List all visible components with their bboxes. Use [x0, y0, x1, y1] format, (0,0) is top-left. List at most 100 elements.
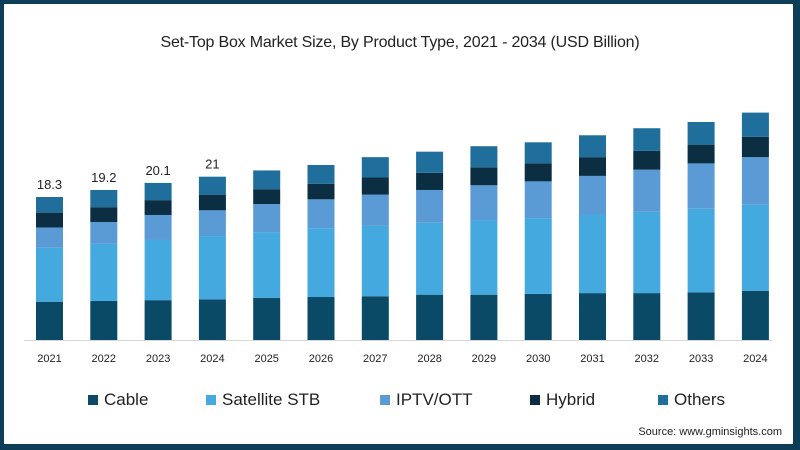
x-tick-label: 2030	[526, 353, 550, 365]
bar-segment-satellite-stb-0	[36, 247, 63, 302]
bar-segment-iptv-ott-0	[36, 227, 63, 248]
bar-segment-satellite-stb-10	[579, 214, 606, 294]
bar-segment-iptv-ott-13	[741, 157, 769, 205]
x-tick-label: 2022	[92, 353, 116, 365]
data-labels: 18.3 19.2 20.1 21	[37, 157, 220, 192]
bar-segment-iptv-ott-11	[633, 169, 661, 212]
legend-swatch	[88, 395, 98, 405]
bar-segment-others-6	[361, 157, 389, 178]
bar-segment-hybrid-6	[361, 177, 389, 195]
bar-segment-others-1	[90, 189, 118, 208]
bar-segment-cable-8	[470, 294, 498, 340]
x-tick-label: 2028	[417, 353, 441, 365]
bar-segment-others-7	[416, 151, 444, 173]
legend-item-others: Others	[658, 390, 725, 410]
x-tick-label: 2033	[689, 353, 713, 365]
legend-item-cable: Cable	[88, 390, 148, 410]
legend-label: Satellite STB	[222, 390, 321, 409]
bar-segment-iptv-ott-6	[361, 194, 389, 226]
bar-segment-cable-7	[416, 294, 444, 340]
bar-segment-hybrid-0	[36, 212, 63, 228]
bar-segment-hybrid-8	[470, 167, 498, 186]
stacked-bar-chart: 2021 2022 2023 2024 2025 2026 2027 2028 2029 2030…	[24, 112, 772, 365]
bar-segment-others-11	[633, 128, 661, 151]
bar-segment-satellite-stb-8	[470, 220, 498, 295]
bar-segment-iptv-ott-8	[470, 185, 498, 221]
bar-segment-others-12	[687, 121, 715, 145]
bar-segment-iptv-ott-12	[687, 163, 715, 209]
bar-segment-hybrid-5	[307, 183, 335, 200]
bar-segment-satellite-stb-13	[741, 204, 769, 291]
bar-segment-others-13	[741, 112, 769, 137]
bar-segment-cable-6	[361, 296, 389, 340]
x-tick-label: 2021	[37, 353, 61, 365]
bar-segment-hybrid-13	[741, 136, 769, 158]
bar-segment-cable-10	[579, 293, 606, 340]
bar-segment-others-2	[144, 182, 172, 201]
bar-segment-others-3	[198, 176, 226, 195]
data-label: 21	[205, 157, 219, 172]
bar-segment-cable-11	[633, 293, 661, 340]
legend: Cable Satellite STB IPTV/OTT Hybrid Others	[0, 390, 800, 412]
bar-segment-iptv-ott-4	[253, 204, 281, 233]
legend-label: Cable	[104, 390, 149, 409]
legend-label: Others	[674, 390, 726, 409]
bar-segment-satellite-stb-4	[253, 232, 281, 298]
bar-segment-satellite-stb-12	[687, 208, 715, 293]
source-note: Source: www.gminsights.com	[638, 426, 782, 438]
x-tick-label: 2024	[743, 353, 767, 365]
bar-segment-others-5	[307, 164, 335, 184]
legend-label: Hybrid	[546, 390, 596, 409]
bar-segment-cable-13	[741, 290, 769, 340]
bar-segment-iptv-ott-7	[416, 189, 444, 223]
bar-segment-satellite-stb-6	[361, 225, 389, 297]
bar-segment-iptv-ott-10	[579, 175, 606, 215]
bar-segment-hybrid-4	[253, 189, 281, 205]
x-tick-label: 2023	[146, 353, 170, 365]
bar-segment-cable-2	[144, 300, 172, 340]
bar-segment-cable-12	[687, 292, 715, 340]
legend-swatch	[380, 395, 390, 405]
legend-label: IPTV/OTT	[396, 390, 473, 409]
legend-item-hybrid: Hybrid	[530, 390, 595, 410]
x-tick-label: 2025	[254, 353, 278, 365]
bar-segment-satellite-stb-3	[198, 236, 226, 300]
chart-title: Set-Top Box Market Size, By Product Type…	[160, 34, 640, 51]
x-tick-label: 2032	[635, 353, 659, 365]
x-tick-label: 2031	[580, 353, 604, 365]
bar-segment-iptv-ott-3	[198, 210, 226, 237]
x-tick-label: 2027	[363, 353, 387, 365]
bar-segment-others-9	[524, 142, 552, 164]
x-tick-label: 2026	[309, 353, 333, 365]
bar-segment-satellite-stb-9	[524, 218, 552, 294]
bar-segment-iptv-ott-9	[524, 181, 552, 219]
bar-segment-others-0	[36, 197, 63, 213]
legend-swatch	[658, 395, 668, 405]
bar-segment-satellite-stb-2	[144, 239, 172, 301]
bar-segment-others-8	[470, 146, 498, 168]
bar-segment-satellite-stb-11	[633, 211, 661, 294]
bar-segment-iptv-ott-1	[90, 222, 118, 244]
data-label: 20.1	[145, 163, 170, 178]
bar-segment-iptv-ott-2	[144, 214, 172, 240]
x-tick-label: 2024	[200, 353, 224, 365]
bar-segment-cable-3	[198, 299, 226, 340]
bar-segment-cable-4	[253, 297, 281, 340]
bars-group	[36, 112, 769, 340]
bar-segment-cable-1	[90, 300, 118, 340]
bar-segment-hybrid-2	[144, 200, 172, 215]
bar-segment-hybrid-1	[90, 207, 118, 223]
bar-segment-hybrid-3	[198, 194, 226, 211]
bar-segment-iptv-ott-5	[307, 199, 335, 229]
legend-swatch	[206, 395, 216, 405]
x-tick-label: 2029	[472, 353, 496, 365]
bar-segment-cable-5	[307, 297, 335, 340]
data-label: 18.3	[37, 177, 62, 192]
x-tick-labels: 2021 2022 2023 2024 2025 2026 2027 2028 2029 2030…	[37, 353, 767, 365]
bar-segment-hybrid-12	[687, 144, 715, 164]
bar-segment-hybrid-11	[633, 150, 661, 170]
data-label: 19.2	[91, 170, 116, 185]
legend-item-satellite-stb: Satellite STB	[206, 390, 320, 410]
bar-segment-satellite-stb-5	[307, 228, 335, 298]
chart-frame	[4, 4, 793, 444]
